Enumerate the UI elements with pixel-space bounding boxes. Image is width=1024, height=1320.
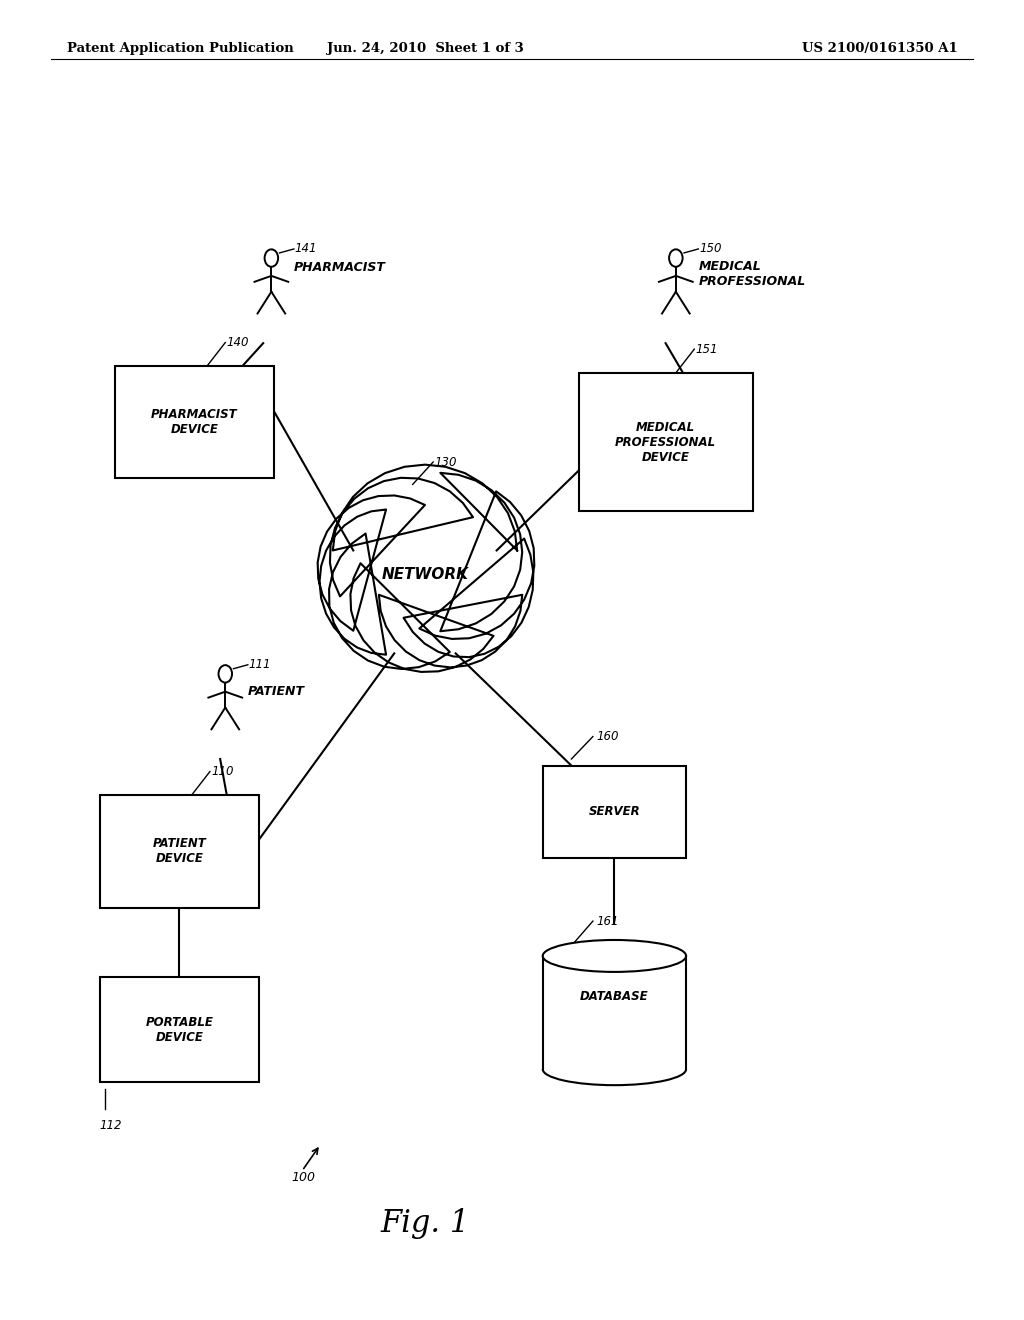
Text: US 2100/0161350 A1: US 2100/0161350 A1 [802,42,957,54]
Text: Fig. 1: Fig. 1 [380,1208,470,1239]
Text: MEDICAL
PROFESSIONAL: MEDICAL PROFESSIONAL [698,260,806,288]
Text: 112: 112 [99,1119,122,1133]
Text: PORTABLE
DEVICE: PORTABLE DEVICE [145,1015,213,1044]
Text: 150: 150 [699,243,722,256]
Text: 100: 100 [292,1171,315,1184]
Text: NETWORK: NETWORK [382,566,468,582]
Text: SERVER: SERVER [589,805,640,818]
Text: Patent Application Publication: Patent Application Publication [67,42,293,54]
Text: 141: 141 [295,243,317,256]
Text: PATIENT
DEVICE: PATIENT DEVICE [153,837,206,866]
Text: MEDICAL
PROFESSIONAL
DEVICE: MEDICAL PROFESSIONAL DEVICE [615,421,716,463]
Text: 151: 151 [695,343,718,355]
FancyBboxPatch shape [99,795,258,908]
Text: PHARMACIST: PHARMACIST [294,261,386,275]
Text: 160: 160 [596,730,618,743]
FancyBboxPatch shape [115,366,274,478]
FancyBboxPatch shape [99,977,258,1082]
Text: 110: 110 [211,766,233,777]
FancyBboxPatch shape [579,372,753,511]
FancyBboxPatch shape [543,766,686,858]
Text: 130: 130 [434,455,457,469]
Text: 111: 111 [249,659,271,672]
Text: 161: 161 [596,915,618,928]
Ellipse shape [543,940,686,972]
Text: PATIENT: PATIENT [248,685,305,698]
Text: 140: 140 [226,337,249,348]
Text: PHARMACIST
DEVICE: PHARMACIST DEVICE [152,408,238,437]
Text: DATABASE: DATABASE [580,990,649,1003]
Text: Jun. 24, 2010  Sheet 1 of 3: Jun. 24, 2010 Sheet 1 of 3 [327,42,523,54]
